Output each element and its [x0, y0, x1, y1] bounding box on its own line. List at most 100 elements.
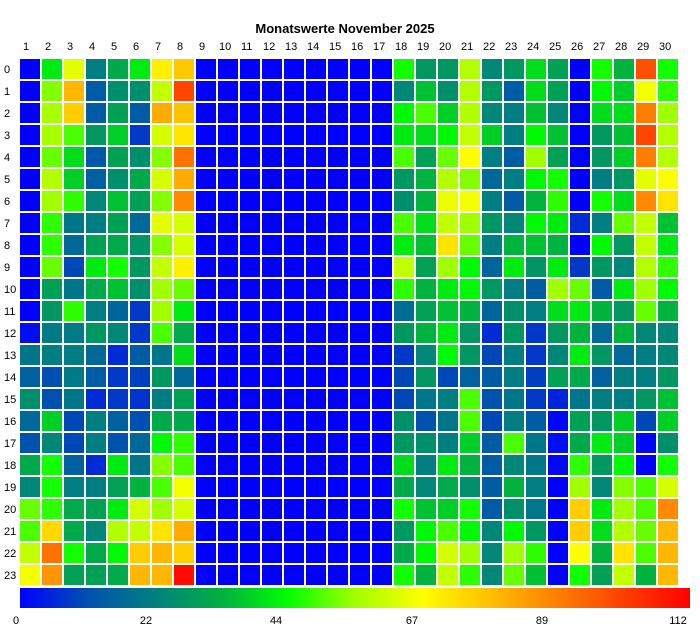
heatmap-cell	[86, 433, 106, 453]
heatmap-cell	[438, 147, 458, 167]
heatmap-cell	[394, 235, 414, 255]
heatmap-cell	[350, 147, 370, 167]
heatmap-cell	[372, 543, 392, 563]
heatmap-cell	[636, 257, 656, 277]
heatmap-cell	[592, 81, 612, 101]
heatmap-cell	[482, 279, 502, 299]
heatmap-cell	[438, 191, 458, 211]
heatmap-cell	[482, 147, 502, 167]
heatmap-cell	[592, 235, 612, 255]
heatmap-cell	[306, 389, 326, 409]
heatmap-cell	[20, 103, 40, 123]
heatmap-cell	[570, 521, 590, 541]
heatmap-cell	[174, 279, 194, 299]
heatmap-cell	[20, 543, 40, 563]
x-tick-label: 17	[373, 41, 385, 53]
heatmap-cell	[636, 521, 656, 541]
heatmap-cell	[636, 499, 656, 519]
y-tick-label: 16	[4, 416, 16, 428]
heatmap-cell	[240, 389, 260, 409]
heatmap-cell	[460, 235, 480, 255]
heatmap-cell	[152, 521, 172, 541]
heatmap-cell	[20, 213, 40, 233]
heatmap-cell	[240, 81, 260, 101]
heatmap-cell	[526, 389, 546, 409]
heatmap-cell	[592, 103, 612, 123]
heatmap-cell	[218, 169, 238, 189]
heatmap-cell	[64, 103, 84, 123]
heatmap-cell	[218, 147, 238, 167]
heatmap-cell	[504, 125, 524, 145]
heatmap-cell	[504, 169, 524, 189]
heatmap-cell	[130, 345, 150, 365]
heatmap-cell	[196, 235, 216, 255]
heatmap-cell	[86, 125, 106, 145]
heatmap-cell	[526, 235, 546, 255]
heatmap-cell	[372, 169, 392, 189]
heatmap-cell	[64, 389, 84, 409]
heatmap-cell	[548, 477, 568, 497]
heatmap-cell	[174, 257, 194, 277]
heatmap-cell	[394, 257, 414, 277]
heatmap-cell	[130, 59, 150, 79]
heatmap-cell	[372, 147, 392, 167]
x-tick-label: 2	[45, 41, 51, 53]
heatmap-cell	[240, 125, 260, 145]
heatmap-cell	[86, 543, 106, 563]
heatmap-cell	[130, 367, 150, 387]
heatmap-cell	[570, 59, 590, 79]
heatmap-cell	[614, 389, 634, 409]
heatmap-cell	[394, 565, 414, 585]
heatmap-cell	[86, 565, 106, 585]
heatmap-cell	[460, 389, 480, 409]
heatmap-cell	[42, 169, 62, 189]
heatmap-cell	[526, 345, 546, 365]
x-tick-label: 19	[417, 41, 429, 53]
heatmap-cell	[20, 59, 40, 79]
heatmap-cell	[262, 323, 282, 343]
heatmap-cell	[64, 543, 84, 563]
heatmap-cell	[262, 345, 282, 365]
heatmap-cell	[262, 301, 282, 321]
heatmap-cell	[460, 543, 480, 563]
heatmap-cell	[438, 499, 458, 519]
heatmap-cell	[64, 345, 84, 365]
heatmap-cell	[394, 455, 414, 475]
heatmap-cell	[42, 521, 62, 541]
heatmap-cell	[394, 191, 414, 211]
heatmap-cell	[108, 213, 128, 233]
heatmap-cell	[130, 81, 150, 101]
heatmap-cell	[108, 169, 128, 189]
heatmap-cell	[482, 345, 502, 365]
heatmap-cell	[152, 59, 172, 79]
y-tick-label: 11	[4, 306, 15, 318]
heatmap-cell	[372, 103, 392, 123]
heatmap-cell	[86, 301, 106, 321]
heatmap-cell	[42, 499, 62, 519]
heatmap-cell	[526, 543, 546, 563]
heatmap-cell	[636, 59, 656, 79]
heatmap-cell	[284, 521, 304, 541]
heatmap-cell	[42, 367, 62, 387]
heatmap-cell	[438, 125, 458, 145]
heatmap-cell	[570, 543, 590, 563]
x-tick-label: 18	[395, 41, 407, 53]
heatmap-cell	[460, 279, 480, 299]
heatmap-cell	[86, 279, 106, 299]
x-tick-label: 3	[67, 41, 73, 53]
heatmap-cell	[504, 147, 524, 167]
heatmap-cell	[438, 565, 458, 585]
heatmap-cell	[64, 455, 84, 475]
x-tick-label: 29	[637, 41, 649, 53]
heatmap-cell	[658, 125, 678, 145]
heatmap-cell	[86, 323, 106, 343]
heatmap-cell	[372, 565, 392, 585]
heatmap-cell	[460, 521, 480, 541]
heatmap-cell	[658, 389, 678, 409]
y-tick-label: 5	[4, 174, 10, 186]
colorbar-tick-label: 89	[536, 615, 548, 627]
heatmap-cell	[394, 477, 414, 497]
heatmap-cell	[20, 301, 40, 321]
heatmap-cell	[350, 521, 370, 541]
heatmap-cell	[174, 543, 194, 563]
